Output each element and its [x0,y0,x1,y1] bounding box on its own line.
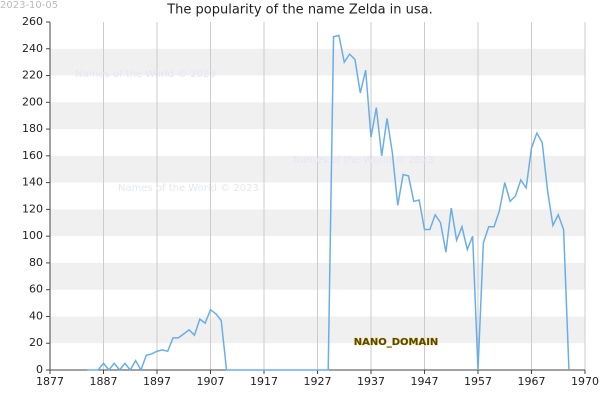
y-tick-label: 180 [22,122,43,135]
x-tick-label: 1937 [357,375,385,388]
line [87,34,570,372]
x-tick-label: 1897 [143,375,171,388]
y-tick-label: 160 [22,149,43,162]
x-tick-label: 1907 [197,375,225,388]
y-tick-label: 0 [36,363,43,376]
x-tick-label: 1917 [250,375,278,388]
y-tick-label: 120 [22,202,43,215]
x-tick-label: 1967 [518,375,546,388]
y-tick-label: 100 [22,229,43,242]
plot [87,34,570,372]
grid: 0 20 40 60 80 100 120 140 160 180 200 220 240 260 1877… [22,15,599,388]
x-tick-label: 1947 [411,375,439,388]
domain-label: NANO_DOMAIN [354,337,439,348]
x-tick-label: 1887 [90,375,118,388]
y-tick-label: 40 [29,309,43,322]
date-stamp: 2023-10-05 [0,0,58,11]
watermark: Names of the World © 2023 [75,69,216,80]
y-tick-label: 200 [22,95,43,108]
x-tick-label: 1970 [571,375,599,388]
x-tick-label: 1957 [464,375,492,388]
y-tick-label: 60 [29,283,43,296]
y-tick-label: 80 [29,256,43,269]
y-tick-label: 260 [22,15,43,28]
y-tick-label: 20 [29,336,43,349]
x-tick-label: 1877 [36,375,64,388]
chart-title: The popularity of the name Zelda in usa. [166,3,433,18]
x-tick-label: 1927 [304,375,332,388]
y-tick-label: 140 [22,176,43,189]
watermark: Names of the World © 2023 [118,183,259,194]
watermark: Names of the World © 2023 [293,155,434,166]
y-tick-label: 240 [22,42,43,55]
y-tick-label: 220 [22,69,43,82]
